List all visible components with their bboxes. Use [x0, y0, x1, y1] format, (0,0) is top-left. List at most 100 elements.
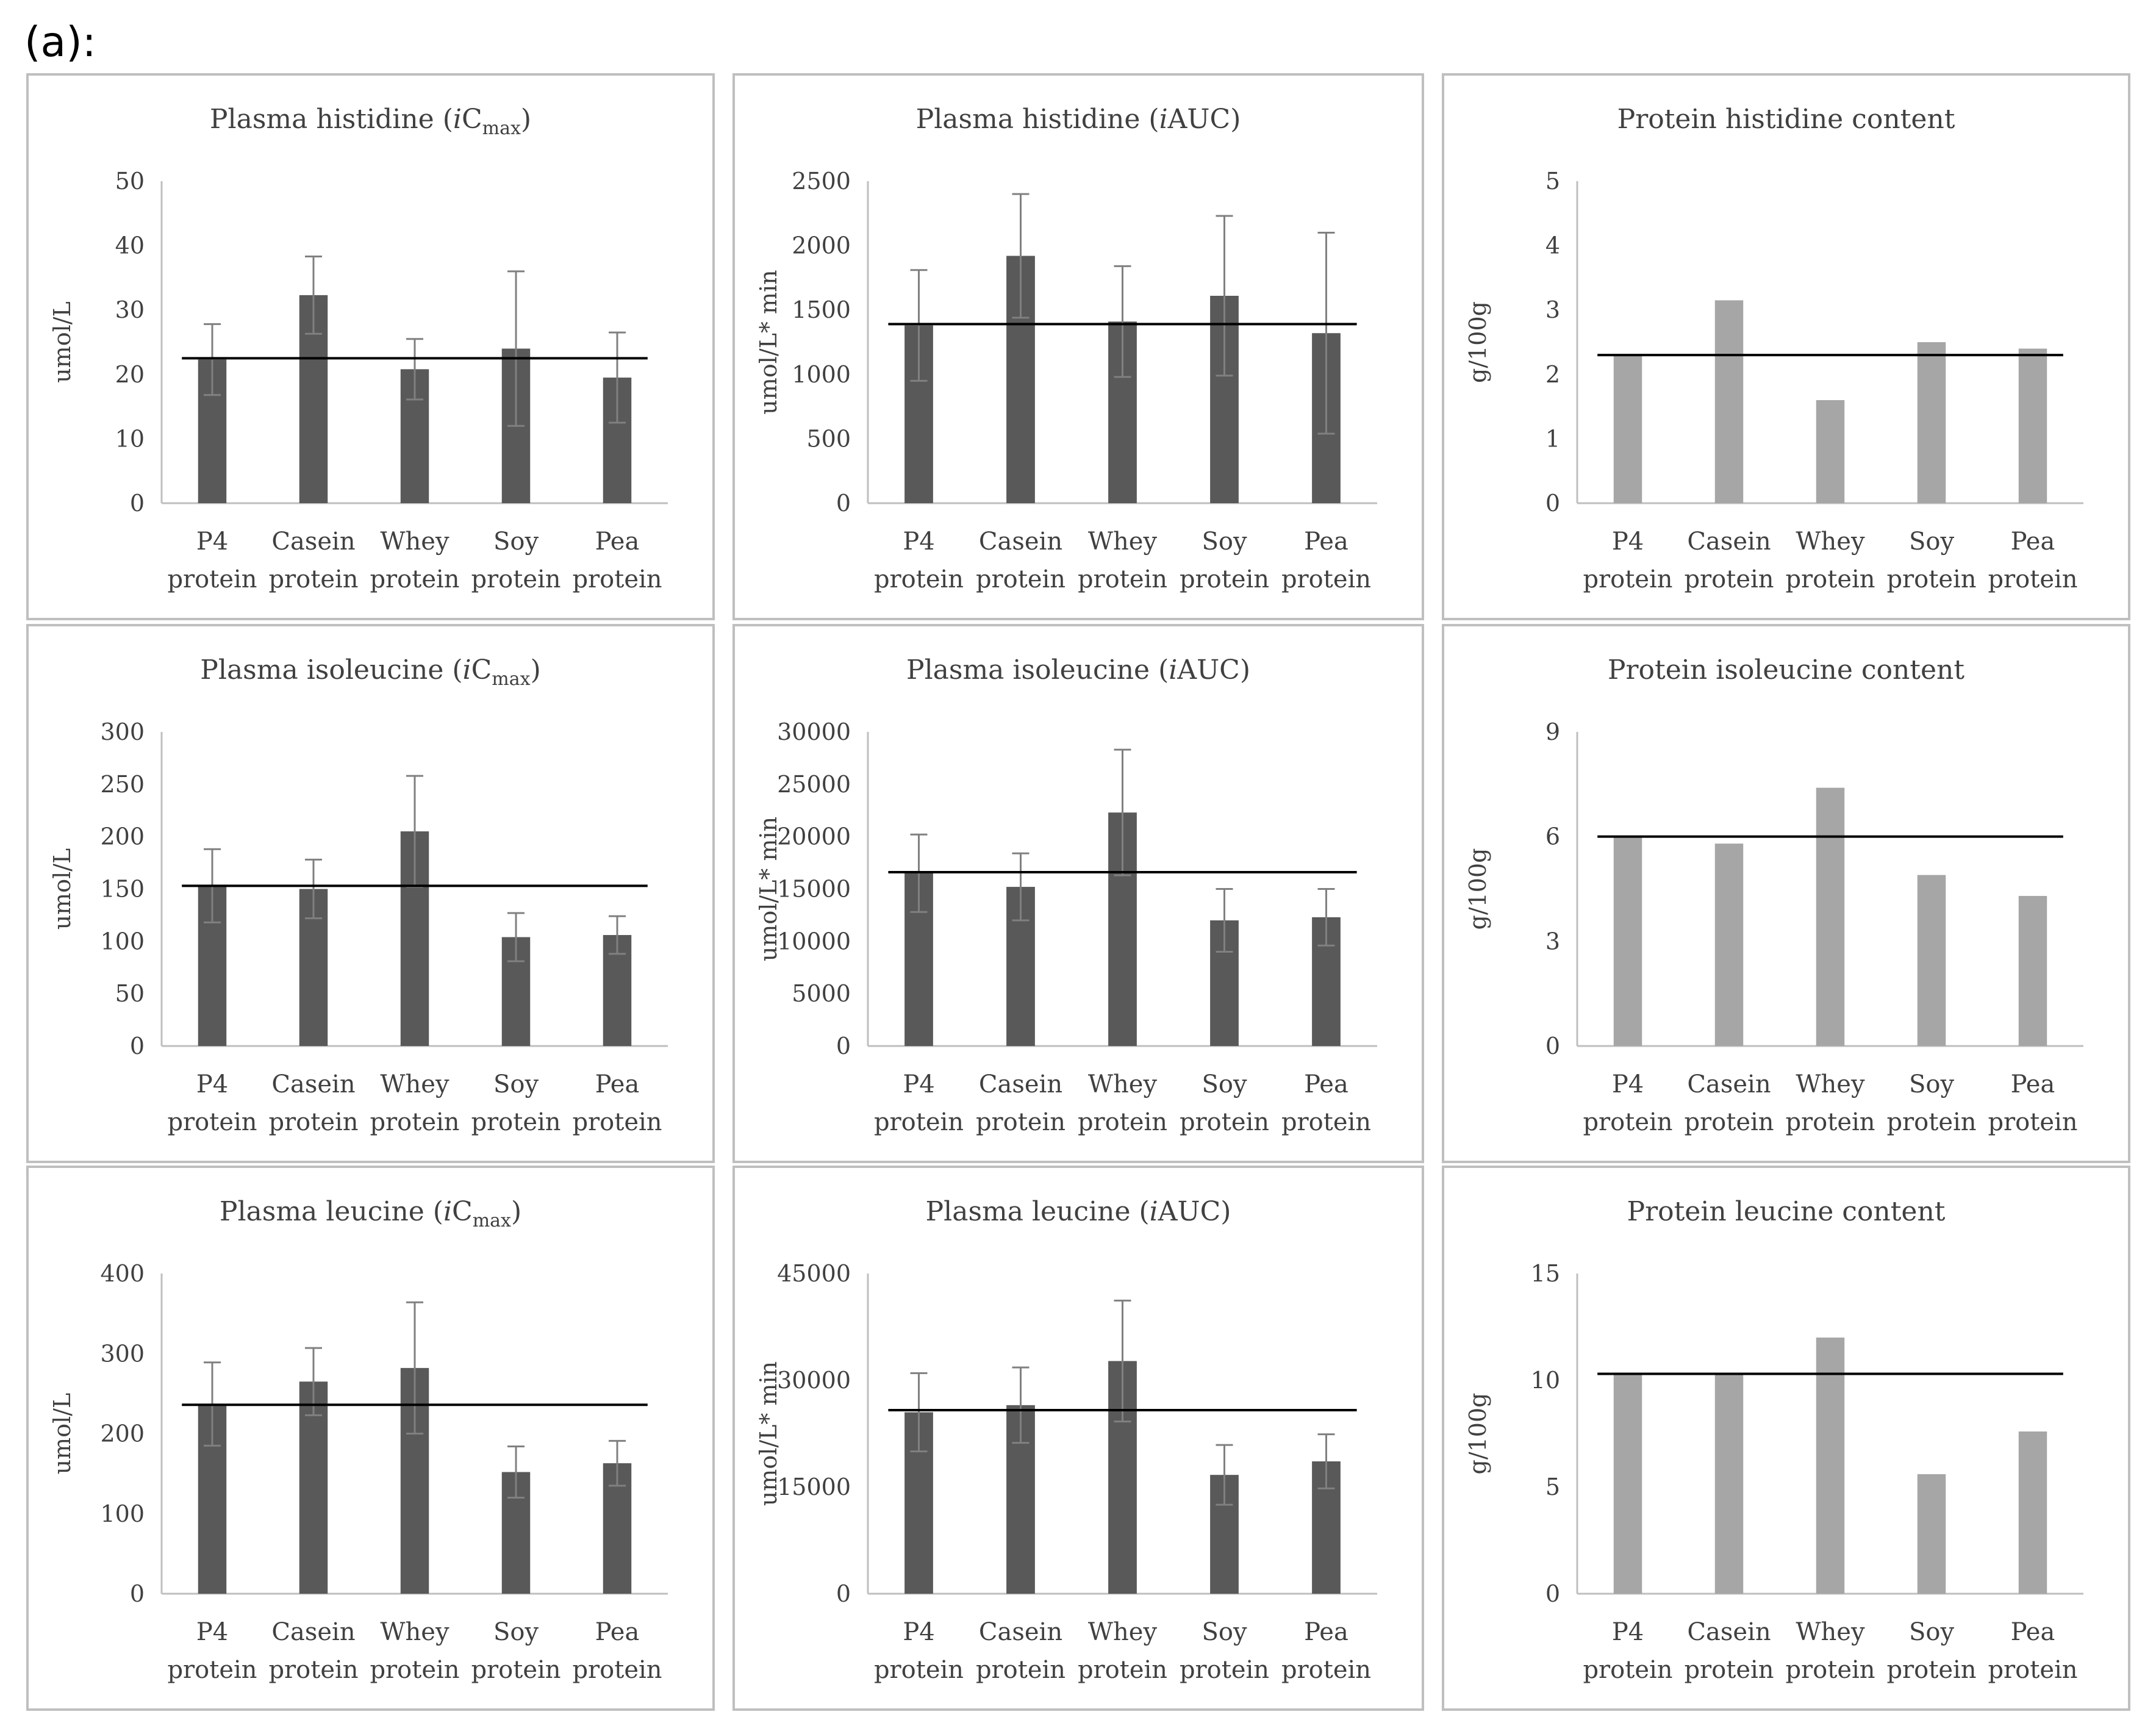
- panel-border: [732, 73, 1424, 620]
- x-tick-label: Whey: [380, 528, 449, 556]
- x-tick-label: protein: [268, 565, 358, 593]
- chart-title: Plasma isoleucine (iAUC): [906, 654, 1250, 686]
- x-tick-label: P4: [1612, 528, 1644, 556]
- title-part: Plasma leucine (: [926, 1196, 1150, 1227]
- y-tick-label: 5000: [792, 980, 851, 1007]
- y-tick-label: 400: [100, 1260, 145, 1287]
- x-tick-label: protein: [572, 565, 662, 593]
- y-tick-label: 10: [115, 425, 145, 452]
- title-part: Protein isoleucine content: [1608, 654, 1964, 686]
- x-tick-label: protein: [1078, 1108, 1167, 1136]
- x-tick-label: Soy: [1909, 1618, 1954, 1646]
- title-main: C: [452, 1196, 473, 1227]
- x-tick-label: P4: [196, 528, 228, 556]
- y-tick-label: 3: [1545, 928, 1560, 955]
- y-tick-label: 0: [130, 490, 145, 517]
- x-tick-label: Whey: [1088, 1070, 1158, 1098]
- x-tick-label: protein: [370, 1656, 459, 1684]
- x-tick-label: protein: [572, 1656, 662, 1684]
- y-tick-label: 0: [130, 1580, 145, 1607]
- x-tick-label: Pea: [2011, 1618, 2055, 1646]
- panel-border: [26, 1166, 715, 1711]
- y-tick-label: 200: [100, 823, 145, 850]
- y-tick-label: 45000: [777, 1260, 851, 1287]
- x-tick-label: Pea: [2011, 528, 2055, 556]
- y-tick-label: 500: [806, 425, 851, 452]
- x-tick-label: protein: [1583, 1656, 1672, 1684]
- x-tick-label: Casein: [979, 1070, 1062, 1098]
- x-tick-label: Pea: [595, 1618, 640, 1646]
- y-tick-label: 6: [1545, 823, 1560, 850]
- x-tick-label: protein: [1684, 1108, 1774, 1136]
- title-subscript: max: [473, 1210, 511, 1231]
- y-tick-label: 0: [836, 1580, 851, 1607]
- x-tick-label: protein: [1988, 1108, 2077, 1136]
- x-tick-label: protein: [1078, 1656, 1167, 1684]
- title-subscript: max: [482, 118, 521, 139]
- x-tick-label: P4: [1612, 1070, 1644, 1098]
- x-tick-label: Whey: [380, 1618, 449, 1646]
- chart-title: Plasma histidine (iAUC): [916, 104, 1241, 135]
- y-tick-label: 10000: [777, 928, 851, 955]
- y-tick-label: 4: [1545, 232, 1560, 259]
- x-tick-label: protein: [1684, 1656, 1774, 1684]
- x-tick-label: Pea: [1304, 1070, 1348, 1098]
- title-italic: i: [453, 104, 462, 135]
- x-tick-label: Soy: [493, 528, 539, 556]
- y-tick-label: 150: [100, 876, 145, 903]
- y-tick-label: 2: [1545, 361, 1560, 388]
- y-axis-title: umol/L* min: [755, 1361, 782, 1506]
- y-tick-label: 30000: [777, 718, 851, 745]
- x-tick-label: P4: [196, 1618, 228, 1646]
- y-tick-label: 50: [115, 168, 145, 195]
- x-tick-label: Casein: [979, 1618, 1062, 1646]
- x-tick-label: P4: [903, 1618, 934, 1646]
- y-tick-label: 25000: [777, 771, 851, 798]
- y-tick-label: 0: [130, 1033, 145, 1059]
- x-tick-label: protein: [1180, 565, 1269, 593]
- chart-panel-5: Plasma isoleucine (iAUC) 0 5000 10000 15000 2…: [732, 624, 1424, 1163]
- y-tick-label: 10: [1531, 1367, 1560, 1394]
- x-tick-label: Pea: [2011, 1070, 2055, 1098]
- title-part: Plasma histidine (: [916, 104, 1159, 135]
- bar: [299, 1381, 328, 1594]
- x-tick-label: Casein: [1687, 1070, 1771, 1098]
- chart-title: Plasma leucine (iCmax): [220, 1196, 521, 1231]
- chart-title: Protein leucine content: [1627, 1196, 1946, 1227]
- x-tick-label: Casein: [1687, 1618, 1771, 1646]
- bar: [1917, 342, 1946, 503]
- y-tick-label: 5: [1545, 168, 1560, 195]
- y-tick-label: 300: [100, 1340, 145, 1367]
- title-part: Protein histidine content: [1617, 104, 1955, 135]
- bar: [1613, 836, 1642, 1046]
- y-tick-label: 2500: [792, 168, 851, 195]
- x-tick-label: protein: [1281, 1656, 1371, 1684]
- panel-border: [732, 1166, 1424, 1711]
- y-tick-label: 15: [1531, 1260, 1560, 1287]
- bar: [1816, 787, 1845, 1046]
- title-part: Plasma isoleucine (: [906, 654, 1169, 686]
- x-tick-label: Soy: [1202, 1070, 1247, 1098]
- x-tick-label: protein: [471, 1108, 560, 1136]
- x-tick-label: protein: [1988, 1656, 2077, 1684]
- panel-label: (a):: [24, 18, 96, 66]
- y-tick-label: 9: [1545, 718, 1560, 745]
- x-tick-label: protein: [471, 565, 560, 593]
- x-tick-label: protein: [370, 1108, 459, 1136]
- chart-panel-3: Protein histidine content 0 1 2 3 4 5 g/100g P4 p…: [1442, 73, 2130, 620]
- bar: [1613, 355, 1642, 503]
- chart-title: Plasma histidine (iCmax): [210, 104, 531, 139]
- x-tick-label: Whey: [380, 1070, 449, 1098]
- x-tick-label: protein: [1583, 565, 1672, 593]
- x-tick-label: P4: [903, 528, 934, 556]
- y-tick-label: 1500: [792, 296, 851, 323]
- x-tick-label: Pea: [595, 528, 640, 556]
- y-tick-label: 40: [115, 232, 145, 259]
- x-tick-label: protein: [1988, 565, 2077, 593]
- x-tick-label: protein: [874, 1656, 964, 1684]
- y-tick-label: 0: [1545, 1580, 1560, 1607]
- x-tick-label: protein: [1886, 565, 1976, 593]
- x-tick-label: protein: [1180, 1108, 1269, 1136]
- x-tick-label: Casein: [979, 528, 1062, 556]
- x-tick-label: protein: [1785, 1656, 1875, 1684]
